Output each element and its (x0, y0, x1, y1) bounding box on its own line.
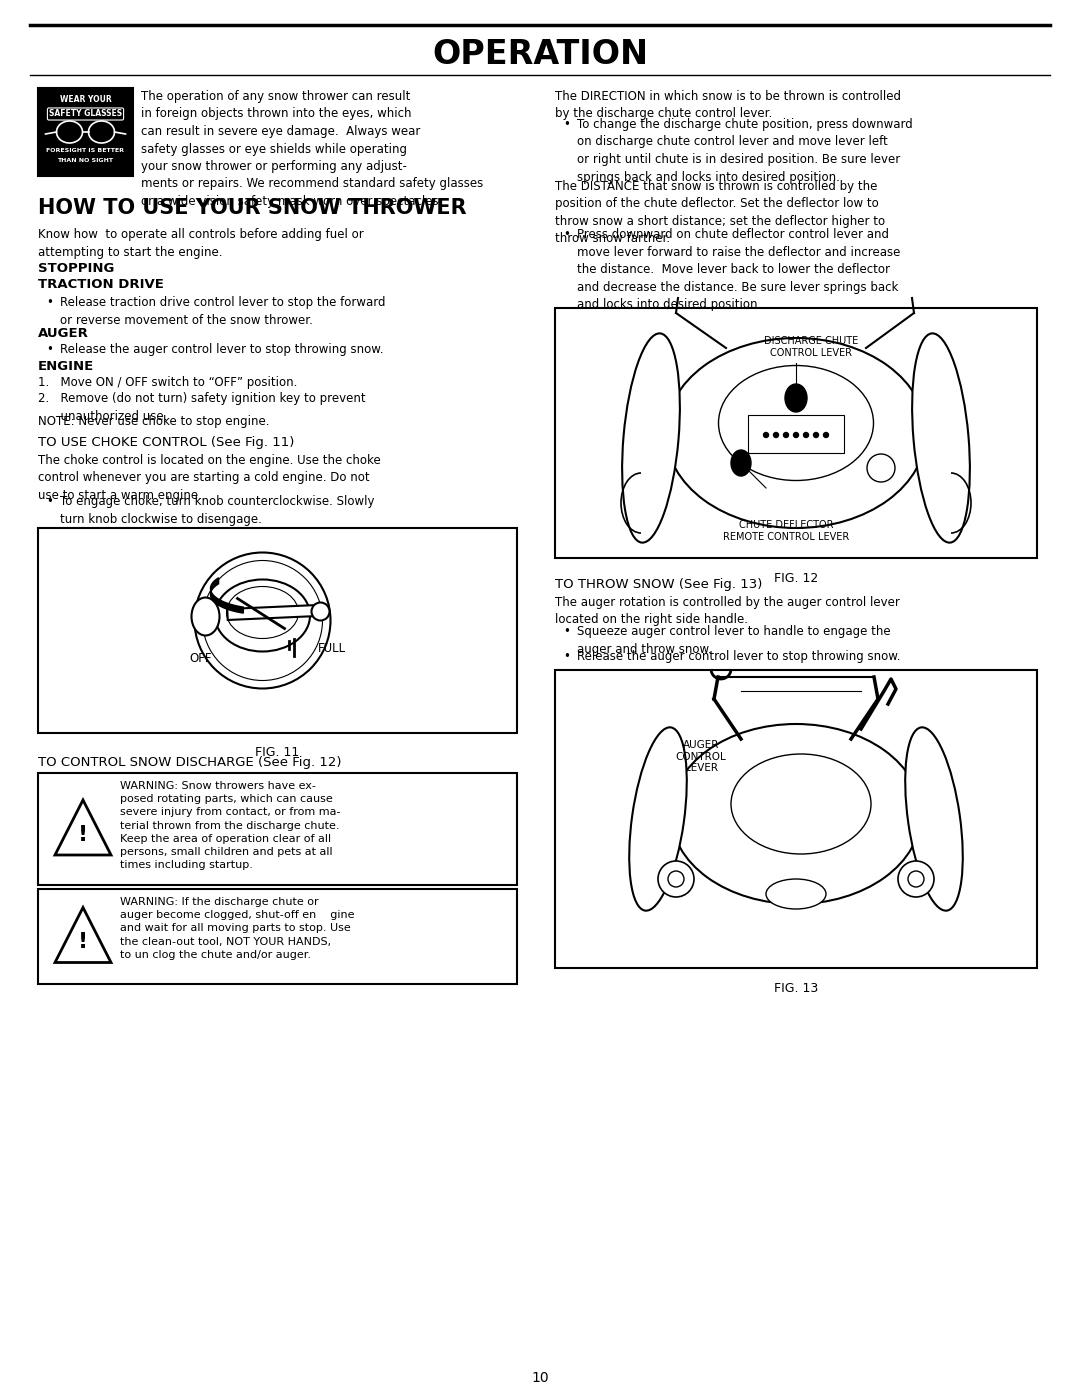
Text: •: • (563, 228, 570, 242)
Text: 10: 10 (531, 1370, 549, 1384)
Text: !: ! (78, 933, 89, 953)
Text: TO THROW SNOW (See Fig. 13): TO THROW SNOW (See Fig. 13) (555, 578, 762, 591)
Circle shape (311, 602, 329, 620)
Ellipse shape (622, 334, 680, 542)
Bar (38, 773, 517, 886)
Circle shape (867, 454, 895, 482)
Circle shape (908, 870, 924, 887)
Text: NOTE: Never use choke to stop engine.: NOTE: Never use choke to stop engine. (38, 415, 270, 427)
Text: •: • (563, 624, 570, 638)
Text: AUGER: AUGER (38, 327, 89, 339)
Text: The choke control is located on the engine. Use the choke
control whenever you a: The choke control is located on the engi… (38, 454, 381, 502)
Ellipse shape (89, 122, 114, 142)
Text: FIG. 12: FIG. 12 (774, 571, 819, 584)
Text: OPERATION: OPERATION (432, 39, 648, 71)
Text: The DIRECTION in which snow is to be thrown is controlled
by the discharge chute: The DIRECTION in which snow is to be thr… (555, 89, 901, 120)
Text: Release traction drive control lever to stop the forward
or reverse movement of : Release traction drive control lever to … (60, 296, 386, 327)
Text: WEAR YOUR: WEAR YOUR (59, 95, 111, 105)
Circle shape (897, 861, 934, 897)
Text: DISCHARGE CHUTE
CONTROL LEVER: DISCHARGE CHUTE CONTROL LEVER (764, 337, 859, 358)
Text: ENGINE: ENGINE (38, 360, 94, 373)
Text: Release the auger control lever to stop throwing snow.: Release the auger control lever to stop … (577, 650, 901, 664)
Text: To change the discharge chute position, press downward
on discharge chute contro: To change the discharge chute position, … (577, 117, 913, 183)
Text: WARNING: If the discharge chute or
auger become clogged, shut-off en    gine
and: WARNING: If the discharge chute or auger… (120, 897, 354, 960)
Text: TO CONTROL SNOW DISCHARGE (See Fig. 12): TO CONTROL SNOW DISCHARGE (See Fig. 12) (38, 756, 341, 768)
Circle shape (194, 552, 330, 689)
Text: !: ! (78, 826, 89, 845)
Ellipse shape (56, 122, 82, 142)
Text: •: • (46, 344, 53, 356)
Text: Squeeze auger control lever to handle to engage the
auger and throw snow.: Squeeze auger control lever to handle to… (577, 624, 891, 655)
Bar (38, 88, 133, 176)
Text: Know how  to operate all controls before adding fuel or
attempting to start the : Know how to operate all controls before … (38, 228, 364, 258)
Text: HOW TO USE YOUR SNOW THROWER: HOW TO USE YOUR SNOW THROWER (38, 198, 467, 218)
Circle shape (203, 560, 323, 680)
Text: Release the auger control lever to stop throwing snow.: Release the auger control lever to stop … (60, 344, 383, 356)
Circle shape (658, 861, 694, 897)
Text: FIG. 13: FIG. 13 (774, 982, 819, 995)
Text: STOPPING: STOPPING (38, 263, 114, 275)
Text: Press downward on chute deflector control lever and
move lever forward to raise : Press downward on chute deflector contro… (577, 228, 901, 312)
Circle shape (813, 433, 819, 437)
Bar (555, 671, 1037, 968)
Circle shape (824, 433, 828, 437)
Ellipse shape (913, 334, 970, 542)
Text: FORESIGHT IS BETTER: FORESIGHT IS BETTER (46, 148, 124, 152)
Text: CHUTE DEFLECTOR
REMOTE CONTROL LEVER: CHUTE DEFLECTOR REMOTE CONTROL LEVER (723, 520, 849, 542)
Circle shape (669, 870, 684, 887)
Text: 2.   Remove (do not turn) safety ignition key to prevent
      unauthorized use.: 2. Remove (do not turn) safety ignition … (38, 393, 366, 422)
Text: FULL: FULL (318, 643, 346, 655)
Text: •: • (563, 117, 570, 131)
Text: •: • (46, 495, 53, 509)
Ellipse shape (666, 338, 926, 528)
Ellipse shape (718, 366, 874, 481)
Ellipse shape (766, 879, 826, 909)
Circle shape (794, 433, 798, 437)
Circle shape (804, 433, 809, 437)
Text: FIG. 11: FIG. 11 (255, 746, 299, 760)
Polygon shape (211, 578, 243, 613)
Ellipse shape (731, 450, 751, 476)
Ellipse shape (630, 728, 687, 911)
Text: THAN NO SIGHT: THAN NO SIGHT (57, 158, 113, 162)
Ellipse shape (785, 384, 807, 412)
FancyArrow shape (227, 605, 318, 620)
Ellipse shape (671, 724, 921, 904)
Bar (38, 528, 517, 733)
Bar (555, 307, 1037, 557)
Polygon shape (55, 800, 111, 855)
Text: TO USE CHOKE CONTROL (See Fig. 11): TO USE CHOKE CONTROL (See Fig. 11) (38, 436, 295, 448)
Bar (748, 415, 843, 453)
Text: •: • (46, 296, 53, 309)
Circle shape (764, 433, 769, 437)
Ellipse shape (227, 587, 298, 638)
Text: 1.   Move ON / OFF switch to “OFF” position.: 1. Move ON / OFF switch to “OFF” positio… (38, 376, 297, 388)
Text: To engage choke, turn knob counterclockwise. Slowly
turn knob clockwise to disen: To engage choke, turn knob counterclockw… (60, 495, 375, 525)
Ellipse shape (731, 754, 870, 854)
Text: The auger rotation is controlled by the auger control lever
located on the right: The auger rotation is controlled by the … (555, 597, 900, 626)
Text: TRACTION DRIVE: TRACTION DRIVE (38, 278, 164, 291)
Text: SAFETY GLASSES: SAFETY GLASSES (49, 109, 122, 119)
Text: WARNING: Snow throwers have ex-
posed rotating parts, which can cause
severe inj: WARNING: Snow throwers have ex- posed ro… (120, 781, 340, 870)
Circle shape (783, 433, 788, 437)
Bar (38, 888, 517, 983)
Ellipse shape (215, 580, 310, 651)
Circle shape (773, 433, 779, 437)
Text: The DISTANCE that snow is thrown is controlled by the
position of the chute defl: The DISTANCE that snow is thrown is cont… (555, 180, 886, 246)
Text: •: • (563, 650, 570, 664)
Text: AUGER
CONTROL
LEVER: AUGER CONTROL LEVER (676, 740, 727, 773)
Text: OFF: OFF (189, 652, 212, 665)
Polygon shape (55, 908, 111, 963)
Text: The operation of any snow thrower can result
in foreign objects thrown into the : The operation of any snow thrower can re… (141, 89, 483, 208)
Ellipse shape (191, 598, 219, 636)
Ellipse shape (905, 728, 962, 911)
